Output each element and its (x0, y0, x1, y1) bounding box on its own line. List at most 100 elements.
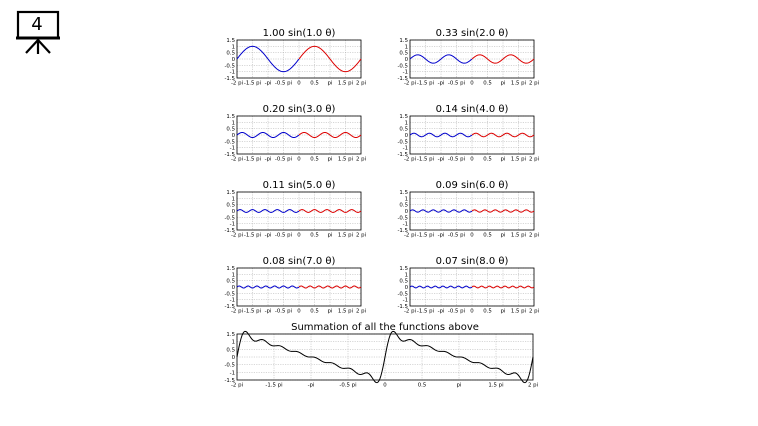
x-tick-label: -1.5 pi (244, 157, 261, 163)
chart-title: 0.14 sin(4.0 θ) (436, 104, 509, 115)
chart-panel-2: 0.33 sin(2.0 θ)1.510.50-0.5-1-1.5-2 pi -1… (397, 28, 539, 87)
x-tick-label: 2 pi (529, 81, 539, 87)
x-tick-label: -pi (438, 233, 445, 239)
y-tick-label: 1 (405, 272, 408, 278)
x-tick-label: 1.5 pi (338, 157, 353, 163)
y-tick-label: -1 (403, 70, 408, 76)
x-tick-label: 0.5 (310, 233, 319, 239)
x-tick-label: 0.5 (483, 81, 492, 87)
y-tick-label: 1 (232, 44, 235, 50)
x-tick-label: 0.5 (310, 157, 319, 163)
series-line-positive (298, 131, 362, 139)
y-tick-label: -0.5 (397, 63, 408, 69)
series-line-negative (236, 285, 300, 289)
y-tick-label: 0 (232, 57, 236, 63)
y-tick-label: 1.5 (399, 114, 408, 120)
x-tick-label: -pi (438, 157, 445, 163)
chart-panel-7: 0.08 sin(7.0 θ)1.510.50-0.5-1-1.5-2 pi -1… (224, 256, 366, 315)
x-tick-label: 0.5 (483, 309, 492, 315)
y-tick-label: -0.5 (397, 215, 408, 221)
y-tick-label: -0.5 (397, 139, 408, 145)
x-tick-label: -1.5 pi (244, 233, 261, 239)
chart-panel-9: Summation of all the functions above 1.5 1… (224, 322, 538, 389)
y-tick-label: -1 (230, 70, 235, 76)
x-tick-label: 1.5 pi (511, 309, 526, 315)
y-tick-label: 0.5 (399, 51, 408, 57)
chart-panel-5: 0.11 sin(5.0 θ)1.510.50-0.5-1-1.5-2 pi -1… (224, 180, 366, 239)
x-tick-label: -pi (265, 233, 272, 239)
x-tick-label: 2 pi (356, 309, 366, 315)
y-tick-label: 1.5 (399, 190, 408, 196)
chart-title: 0.08 sin(7.0 θ) (263, 256, 336, 267)
x-tick-label: pi (328, 81, 333, 87)
slide-number: 4 (31, 14, 43, 35)
x-tick-label: -2 pi (231, 81, 243, 87)
x-tick-label: -pi (308, 383, 315, 389)
y-tick-label: -1 (230, 298, 235, 304)
presentation-board-icon (16, 10, 60, 54)
y-tick-label: 0.5 (226, 127, 235, 133)
y-tick-label: -1.5 (397, 304, 408, 310)
x-tick-label: pi (501, 81, 506, 87)
y-tick-label: -0.5 (224, 291, 235, 297)
y-tick-label: -1 (403, 146, 408, 152)
y-tick-label: 0.5 (226, 347, 235, 353)
chart-title: 0.09 sin(6.0 θ) (436, 180, 509, 191)
y-tick-label: -1.5 (224, 304, 235, 310)
y-tick-label: 1.5 (226, 114, 235, 120)
y-tick-label: 1.5 (399, 38, 408, 44)
x-tick-label: -1.5 pi (244, 81, 261, 87)
x-tick-label: -0.5 pi (275, 233, 292, 239)
series-line-negative (236, 209, 300, 213)
x-tick-label: 2 pi (356, 81, 366, 87)
x-tick-label: 1.5 pi (338, 309, 353, 315)
series-line-negative (236, 131, 300, 139)
y-tick-label: -1.5 (397, 76, 408, 82)
y-tick-label: 1.5 (226, 266, 235, 272)
y-tick-label: 0.5 (399, 203, 408, 209)
x-tick-label: -1.5 pi (265, 383, 282, 389)
y-tick-label: -0.5 (224, 63, 235, 69)
x-tick-label: -pi (438, 81, 445, 87)
x-tick-label: 0 (470, 309, 474, 315)
y-tick-label: 1.5 (226, 332, 235, 338)
y-tick-label: -1.5 (397, 152, 408, 158)
y-tick-label: -1 (403, 222, 408, 228)
x-tick-label: 1.5 pi (511, 81, 526, 87)
y-tick-label: 1 (405, 196, 408, 202)
x-tick-label: 0.5 (418, 383, 427, 389)
x-tick-label: 2 pi (356, 157, 366, 163)
x-tick-label: -0.5 pi (275, 309, 292, 315)
y-tick-label: -0.5 (224, 215, 235, 221)
x-tick-label: -0.5 pi (339, 383, 356, 389)
x-tick-label: 1.5 pi (511, 157, 526, 163)
chart-panel-3: 0.20 sin(3.0 θ)1.510.50-0.5-1-1.5-2 pi -1… (224, 104, 366, 163)
y-tick-label: -0.5 (224, 139, 235, 145)
x-tick-label: 0 (297, 233, 301, 239)
y-tick-label: 1 (232, 340, 235, 346)
x-tick-label: -pi (438, 309, 445, 315)
y-tick-label: -1 (403, 298, 408, 304)
x-tick-label: 1.5 pi (338, 233, 353, 239)
x-tick-label: 0.5 (483, 157, 492, 163)
x-tick-label: -2 pi (404, 233, 416, 239)
x-tick-label: 2 pi (529, 309, 539, 315)
x-tick-label: pi (328, 157, 333, 163)
y-tick-label: -1 (230, 222, 235, 228)
x-tick-label: -0.5 pi (448, 81, 465, 87)
x-tick-label: 0 (470, 233, 474, 239)
y-tick-label: -0.5 (397, 291, 408, 297)
y-tick-label: 0 (405, 209, 409, 215)
y-tick-label: -1.5 (224, 378, 235, 384)
chart-title: 0.20 sin(3.0 θ) (263, 104, 336, 115)
x-tick-label: -1.5 pi (417, 309, 434, 315)
series-line-negative (409, 285, 473, 289)
y-tick-label: 1.5 (399, 266, 408, 272)
x-tick-label: -1.5 pi (244, 309, 261, 315)
y-tick-label: -1 (230, 370, 235, 376)
y-tick-label: 0 (232, 355, 236, 361)
x-tick-label: 0.5 (310, 309, 319, 315)
series-line-positive (298, 285, 362, 289)
y-tick-label: 1.5 (226, 190, 235, 196)
